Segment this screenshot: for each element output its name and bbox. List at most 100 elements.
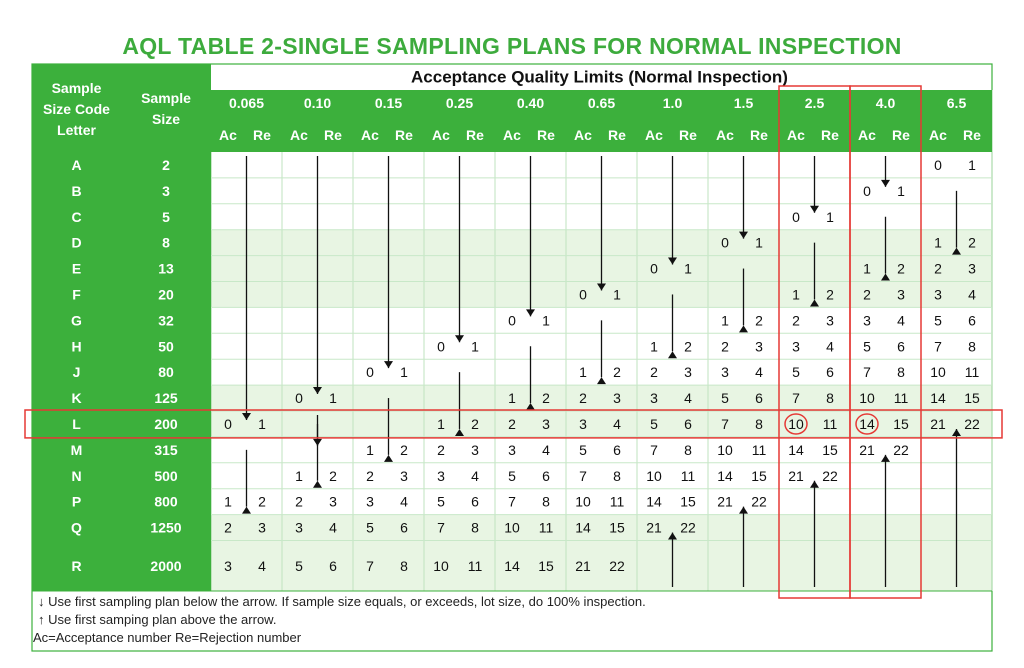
arrow-up-head xyxy=(739,506,748,514)
highlights xyxy=(24,85,1003,599)
ac-value: 10 xyxy=(433,558,449,574)
code-letter: K xyxy=(71,390,81,406)
re-value: 11 xyxy=(823,416,838,432)
re-header: Re xyxy=(537,127,555,143)
ac-value: 7 xyxy=(579,468,587,484)
code-letter: D xyxy=(71,235,81,251)
re-value: 22 xyxy=(751,494,767,510)
arrow-down-head xyxy=(739,231,748,239)
ac-header: Ac xyxy=(929,127,947,143)
re-value: 1 xyxy=(471,338,479,354)
arrow-up-head xyxy=(597,377,606,385)
ac-value: 0 xyxy=(650,261,658,277)
ac-value: 0 xyxy=(437,338,445,354)
code-letter-header: Sample xyxy=(52,80,102,96)
re-value: 2 xyxy=(400,442,408,458)
re-value: 6 xyxy=(684,416,692,432)
arrow-up-head xyxy=(810,480,819,488)
code-letter-header: Size Code xyxy=(43,101,110,117)
re-value: 4 xyxy=(968,286,976,302)
re-value: 4 xyxy=(258,558,266,574)
ac-value: 10 xyxy=(504,520,520,536)
re-value: 6 xyxy=(968,312,976,328)
note-up-arrow: ↑ Use first samping plan above the arrow… xyxy=(38,612,276,627)
left-header-bg xyxy=(32,64,211,591)
ac-value: 0 xyxy=(792,209,800,225)
ac-value: 10 xyxy=(859,390,875,406)
re-header: Re xyxy=(324,127,342,143)
re-value: 15 xyxy=(964,390,980,406)
re-value: 2 xyxy=(755,312,763,328)
arrow-down-head xyxy=(384,361,393,369)
ac-value: 21 xyxy=(575,558,591,574)
arrow-down-head xyxy=(668,257,677,265)
ac-value: 14 xyxy=(717,468,733,484)
ac-value: 1 xyxy=(721,312,729,328)
ac-value: 3 xyxy=(650,390,658,406)
ac-value: 0 xyxy=(934,157,942,173)
re-header: Re xyxy=(679,127,697,143)
re-value: 8 xyxy=(968,338,976,354)
re-value: 6 xyxy=(329,558,337,574)
ac-value: 21 xyxy=(646,520,662,536)
code-letter: B xyxy=(71,183,81,199)
re-value: 1 xyxy=(542,312,550,328)
re-value: 4 xyxy=(542,442,550,458)
ac-header: Ac xyxy=(290,127,308,143)
ac-value: 7 xyxy=(792,390,800,406)
arrow-up-head xyxy=(739,325,748,333)
re-value: 4 xyxy=(684,390,692,406)
ac-value: 7 xyxy=(721,416,729,432)
re-value: 1 xyxy=(826,209,834,225)
ac-header: Ac xyxy=(787,127,805,143)
re-value: 4 xyxy=(400,494,408,510)
arrow-up-head xyxy=(952,247,961,255)
aql-level-label: 1.5 xyxy=(734,95,754,111)
ac-header: Ac xyxy=(574,127,592,143)
arrow-up-head xyxy=(668,351,677,359)
ac-value: 2 xyxy=(721,338,729,354)
re-value: 4 xyxy=(826,338,834,354)
ac-value: 2 xyxy=(863,286,871,302)
re-value: 22 xyxy=(893,442,909,458)
re-value: 3 xyxy=(329,494,337,510)
sample-size: 1250 xyxy=(150,520,181,536)
down-arrow-icon: ↓ xyxy=(38,594,45,609)
aql-level-label: 0.065 xyxy=(229,95,264,111)
re-value: 8 xyxy=(471,520,479,536)
ac-value: 5 xyxy=(508,468,516,484)
ac-value: 14 xyxy=(575,520,591,536)
ac-value: 7 xyxy=(934,338,942,354)
re-header: Re xyxy=(395,127,413,143)
aql-level-label: 0.40 xyxy=(517,95,544,111)
ac-value: 1 xyxy=(366,442,374,458)
ac-value: 7 xyxy=(366,558,374,574)
aql-level-label: 6.5 xyxy=(947,95,967,111)
ac-value: 5 xyxy=(579,442,587,458)
table-cells: 0 11 22 33 40 11 22 33 45 60 11 22 33 45 67 80 11 22 33 45 6… xyxy=(224,157,980,574)
re-header: Re xyxy=(253,127,271,143)
code-letter: M xyxy=(71,442,83,458)
ac-value: 0 xyxy=(508,312,516,328)
arrow-down-head xyxy=(526,309,535,317)
re-value: 6 xyxy=(755,390,763,406)
re-value: 1 xyxy=(329,390,337,406)
re-value: 2 xyxy=(684,338,692,354)
re-value: 11 xyxy=(752,442,767,458)
arrow-up-head xyxy=(668,532,677,540)
value-circle xyxy=(855,413,879,435)
re-value: 3 xyxy=(968,261,976,277)
ac-value: 3 xyxy=(508,442,516,458)
re-value: 22 xyxy=(680,520,696,536)
ac-value: 7 xyxy=(437,520,445,536)
re-value: 3 xyxy=(826,312,834,328)
row-labels: A 2 B 3 C 5 D 8 E 13 F 20 G 32 H 50 J 80 K 125 L 200 M 315 N 500 P… xyxy=(71,157,182,574)
re-value: 1 xyxy=(613,286,621,302)
arrow-up-head xyxy=(242,506,251,514)
ac-value: 2 xyxy=(579,390,587,406)
code-letter: C xyxy=(71,209,81,225)
ac-value: 14 xyxy=(859,416,875,432)
code-letter: E xyxy=(72,261,81,277)
arrow-up-head xyxy=(313,480,322,488)
